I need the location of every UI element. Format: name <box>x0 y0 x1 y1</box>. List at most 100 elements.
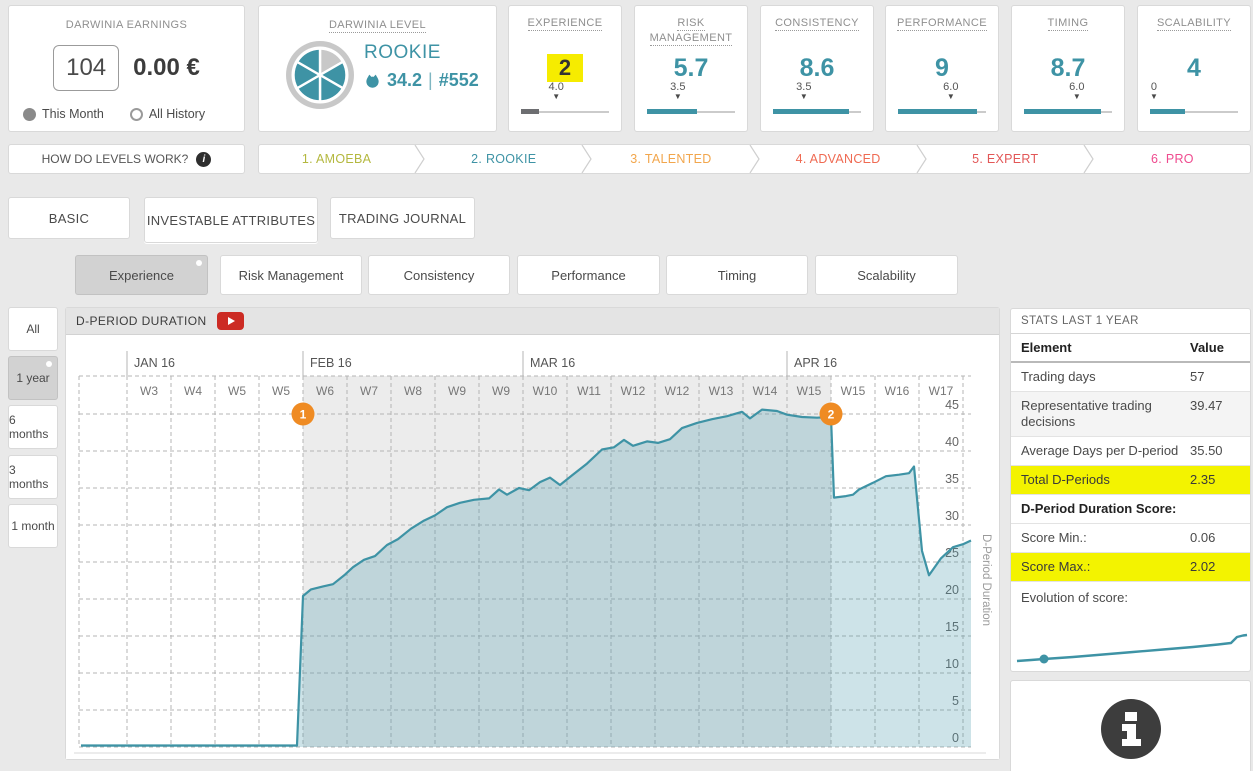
attribute-card-timing[interactable]: TIMING 8.7 6.0 ▼ <box>1011 5 1125 132</box>
level-segment-2[interactable]: 2. ROOKIE <box>471 152 537 166</box>
attribute-bar-fill <box>1024 109 1101 114</box>
attribute-title-text: EXPERIENCE <box>527 17 603 31</box>
attribute-card-scalability[interactable]: SCALABILITY 4 0 ▼ <box>1137 5 1251 132</box>
subtab-consistency[interactable]: Consistency <box>368 255 510 295</box>
attribute-title[interactable]: SCALABILITY <box>1138 16 1250 31</box>
stats-row-label: Representative trading decisions <box>1021 398 1152 429</box>
big-info-icon[interactable] <box>1100 699 1161 759</box>
svg-text:W14: W14 <box>753 384 778 398</box>
levels-progress-bar: 1. AMOEBA 2. ROOKIE 3. TALENTED 4. ADVANCED… <box>258 144 1251 174</box>
tab-basic[interactable]: BASIC <box>8 197 130 239</box>
attribute-title[interactable]: EXPERIENCE <box>509 16 621 31</box>
attribute-value-wrap: 2 <box>509 54 621 82</box>
benchmark-triangle-icon: ▼ <box>799 92 808 101</box>
svg-text:W3: W3 <box>140 384 158 398</box>
d-period-marker-2[interactable]: 2 <box>819 402 843 426</box>
radio-all-history[interactable]: All History <box>129 107 205 121</box>
benchmark-triangle-icon: ▼ <box>673 92 682 101</box>
d-period-marker-1[interactable]: 1 <box>291 402 315 426</box>
attribute-bar-fill <box>898 109 978 114</box>
stats-row-label: Total D-Periods <box>1021 472 1110 487</box>
chevron-separator-icon <box>1083 145 1095 173</box>
benchmark-value: 3.5 <box>670 81 686 93</box>
subtab-risk-management[interactable]: Risk Management <box>220 255 362 295</box>
attribute-title[interactable]: CONSISTENCY <box>761 16 873 31</box>
info-icon[interactable]: i <box>196 151 212 167</box>
how-do-levels-work-button[interactable]: HOW DO LEVELS WORK? i <box>8 144 245 174</box>
attribute-card-consistency[interactable]: CONSISTENCY 8.6 3.5 ▼ <box>760 5 874 132</box>
stats-row-label: Score Min.: <box>1021 530 1087 545</box>
tab-investable-attributes[interactable]: INVESTABLE ATTRIBUTES <box>144 197 318 243</box>
subtab-timing[interactable]: Timing <box>666 255 808 295</box>
level-segment-4[interactable]: 4. ADVANCED <box>795 152 881 166</box>
chart-header: D-PERIOD DURATION <box>66 308 999 335</box>
tab-trading-journal[interactable]: TRADING JOURNAL <box>330 197 475 239</box>
svg-text:W7: W7 <box>360 384 378 398</box>
svg-text:W5: W5 <box>228 384 246 398</box>
radio-selected-icon[interactable] <box>23 107 36 121</box>
benchmark-position: 0 ▼ <box>1150 81 1158 101</box>
stats-row: Total D-Periods 2.35 <box>1011 466 1250 495</box>
svg-text:MAR 16: MAR 16 <box>530 356 575 370</box>
darwin-owl-icon <box>366 74 379 88</box>
attribute-title[interactable]: PERFORMANCE <box>886 16 998 31</box>
attribute-title[interactable]: RISK MANAGEMENT <box>635 16 747 46</box>
stats-row-value: 39.47 <box>1190 398 1223 413</box>
radio-this-month[interactable]: This Month <box>23 107 104 121</box>
benchmark-triangle-icon: ▼ <box>946 92 955 101</box>
stats-row-label: D-Period Duration Score: <box>1021 501 1177 516</box>
range-6-months[interactable]: 6 months <box>8 405 58 449</box>
d-period-duration-chart: W3 W4 W5 W5 W6 W7 W8 W9 W9 W10 W11 W12 W12 W13 W14 W15 W… <box>66 308 999 759</box>
svg-text:20: 20 <box>945 583 959 597</box>
range-1-year[interactable]: 1 year <box>8 356 58 400</box>
level-segment-1[interactable]: 1. AMOEBA <box>301 152 372 166</box>
attribute-bar-fill <box>521 109 539 114</box>
video-play-button[interactable] <box>216 312 244 330</box>
svg-text:W12: W12 <box>665 384 690 398</box>
level-segment-3[interactable]: 3. TALENTED <box>630 152 712 166</box>
svg-text:FEB 16: FEB 16 <box>310 356 352 370</box>
subtab-experience[interactable]: Experience <box>75 255 208 295</box>
attribute-bar-fill <box>773 109 849 114</box>
attribute-bar <box>1024 109 1112 114</box>
attribute-title[interactable]: TIMING <box>1012 16 1124 31</box>
range-3-months[interactable]: 3 months <box>8 455 58 499</box>
d-period-duration-chart-card: W3 W4 W5 W5 W6 W7 W8 W9 W9 W10 W11 W12 W12 W13 W14 W15 W… <box>65 307 1000 760</box>
attribute-title-text: CONSISTENCY <box>775 17 859 31</box>
svg-text:45: 45 <box>945 398 959 412</box>
stats-row: Trading days 57 <box>1011 363 1250 392</box>
radio-unselected-icon[interactable] <box>129 107 143 121</box>
chevron-separator-icon <box>916 145 928 173</box>
radio-this-month-label: This Month <box>42 107 104 121</box>
benchmark-triangle-icon: ▼ <box>552 92 561 101</box>
chart-title: D-PERIOD DURATION <box>76 314 207 328</box>
benchmark-marker: 3.5 ▼ <box>647 81 735 107</box>
attribute-bar <box>521 109 609 114</box>
range-1-month[interactable]: 1 month <box>8 504 58 548</box>
evolution-label: Evolution of score: <box>1021 590 1128 605</box>
level-title[interactable]: DARWINIA LEVEL <box>328 19 427 33</box>
svg-text:30: 30 <box>945 509 959 523</box>
subtab-performance[interactable]: Performance <box>517 255 660 295</box>
svg-text:APR 16: APR 16 <box>794 356 837 370</box>
attribute-value: 4 <box>1187 54 1201 82</box>
level-segment-6[interactable]: 6. PRO <box>1151 152 1194 166</box>
benchmark-marker: 6.0 ▼ <box>1024 81 1112 107</box>
range-all[interactable]: All <box>8 307 58 351</box>
svg-text:2: 2 <box>828 408 835 422</box>
attribute-value-wrap: 8.7 <box>1012 54 1124 83</box>
attribute-card-performance[interactable]: PERFORMANCE 9 6.0 ▼ <box>885 5 999 132</box>
benchmark-triangle-icon: ▼ <box>1072 92 1081 101</box>
stats-row-label: Average Days per D-period <box>1021 443 1179 458</box>
subtab-scalability[interactable]: Scalability <box>815 255 958 295</box>
stats-col-value: Value <box>1190 340 1224 355</box>
svg-text:W17: W17 <box>929 384 954 398</box>
svg-text:1: 1 <box>300 408 307 422</box>
attribute-card-risk-management[interactable]: RISK MANAGEMENT 5.7 3.5 ▼ <box>634 5 748 132</box>
benchmark-position: 6.0 ▼ <box>943 81 958 101</box>
svg-text:5: 5 <box>952 694 959 708</box>
level-segment-5[interactable]: 5. EXPERT <box>972 152 1039 166</box>
attribute-value-wrap: 4 <box>1138 54 1250 83</box>
svg-text:W6: W6 <box>316 384 334 398</box>
attribute-card-experience[interactable]: EXPERIENCE 2 4.0 ▼ <box>508 5 622 132</box>
